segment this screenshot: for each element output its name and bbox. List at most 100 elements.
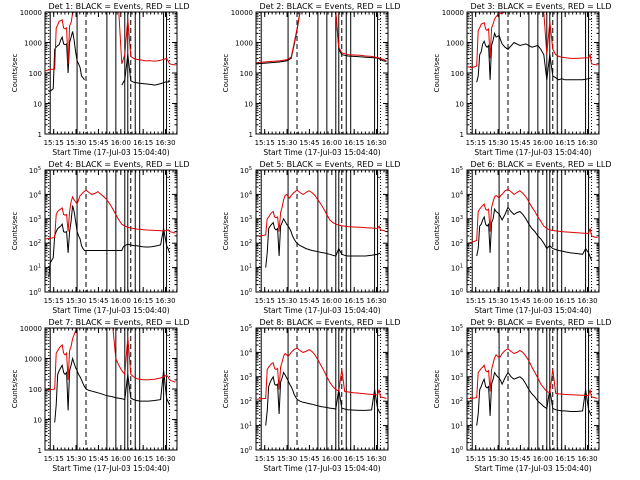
y-axis-label: Counts/sec <box>433 212 441 251</box>
series-line-lld <box>256 347 387 400</box>
x-tick-label: 15:30 <box>66 297 86 305</box>
x-tick-label: 16:15 <box>344 139 364 147</box>
x-tick-label: 15:45 <box>299 297 319 305</box>
x-tick-label: 16:00 <box>533 455 553 463</box>
axes-frame <box>44 169 178 293</box>
x-tick-label: 15:15 <box>44 297 64 305</box>
y-tick-label: 10000 <box>231 9 253 17</box>
chart-title: Det 9: BLACK = Events, RED = LLD <box>471 318 612 327</box>
x-tick-label: 15:30 <box>488 297 508 305</box>
x-tick-label: 16:00 <box>322 455 342 463</box>
y-tick-label: 105 <box>240 324 252 333</box>
y-tick-label: 101 <box>240 264 252 273</box>
x-tick-label: 16:30 <box>577 139 597 147</box>
x-tick-label: 15:15 <box>466 455 486 463</box>
chart-title: Det 5: BLACK = Events, RED = LLD <box>260 160 401 169</box>
plot-area <box>467 328 598 450</box>
x-tick-label: 16:15 <box>133 139 153 147</box>
series-line-lld <box>256 12 387 64</box>
x-tick-label: 15:30 <box>277 297 297 305</box>
axes-frame <box>255 169 389 293</box>
x-tick-label: 15:45 <box>88 139 108 147</box>
x-tick-label: 15:15 <box>44 139 64 147</box>
y-tick-label: 102 <box>451 397 463 406</box>
plot-area <box>256 328 387 450</box>
series-line-events <box>476 371 592 426</box>
y-tick-label: 103 <box>451 373 463 382</box>
x-tick-label: 16:15 <box>133 297 153 305</box>
chart-panel-4: Det 4: BLACK = Events, RED = LLD L 100 101 1… <box>11 160 189 315</box>
y-tick-label: 1000 <box>446 40 464 48</box>
flag-label: L <box>377 171 382 180</box>
plot-area <box>45 170 176 292</box>
y-tick-label: 101 <box>240 422 252 431</box>
y-axis-label: Counts/sec <box>222 54 230 93</box>
x-tick-label: 16:15 <box>555 297 575 305</box>
y-tick-label: 1 <box>249 131 253 139</box>
x-tick-label: 16:15 <box>555 139 575 147</box>
x-tick-label: 16:30 <box>577 297 597 305</box>
x-tick-label: 16:30 <box>155 455 175 463</box>
y-tick-label: 10 <box>33 101 42 109</box>
y-tick-label: 104 <box>451 190 463 199</box>
chart-panel-7: Det 7: BLACK = Events, RED = LLD L 1 10 100 1… <box>11 318 189 473</box>
axes-frame <box>255 327 389 451</box>
y-tick-label: 100 <box>240 288 252 297</box>
flag-label: L <box>166 171 171 180</box>
x-axis-label: Start Time (17-Jul-03 15:04:40) <box>52 306 169 315</box>
chart-title: Det 1: BLACK = Events, RED = LLD <box>49 2 190 11</box>
x-tick-label: 15:30 <box>66 455 86 463</box>
x-tick-label: 16:30 <box>366 455 386 463</box>
x-axis-label: Start Time (17-Jul-03 15:04:40) <box>474 148 591 157</box>
x-tick-label: 15:45 <box>510 455 530 463</box>
series-line-events <box>54 356 170 423</box>
plot-area <box>256 170 387 292</box>
plot-area <box>45 328 176 450</box>
x-tick-label: 15:15 <box>44 455 64 463</box>
x-tick-label: 16:15 <box>344 297 364 305</box>
x-tick-label: 15:15 <box>466 139 486 147</box>
x-axis-label: Start Time (17-Jul-03 15:04:40) <box>474 464 591 473</box>
y-tick-label: 1 <box>38 447 42 455</box>
x-tick-label: 15:30 <box>277 455 297 463</box>
chart-panel-9: Det 9: BLACK = Events, RED = LLD L 100 101 1… <box>433 318 611 473</box>
axes-frame <box>466 169 600 293</box>
series-line-events <box>476 31 592 83</box>
flag-label: L <box>377 13 382 22</box>
y-tick-label: 104 <box>29 190 41 199</box>
x-tick-label: 16:15 <box>133 455 153 463</box>
y-tick-label: 105 <box>451 324 463 333</box>
plot-area <box>256 12 387 134</box>
axes-frame <box>44 11 178 135</box>
chart-title: Det 7: BLACK = Events, RED = LLD <box>49 318 190 327</box>
x-axis-label: Start Time (17-Jul-03 15:04:40) <box>263 464 380 473</box>
y-tick-label: 101 <box>451 264 463 273</box>
x-tick-label: 15:15 <box>255 139 275 147</box>
x-axis-label: Start Time (17-Jul-03 15:04:40) <box>52 148 169 157</box>
y-tick-label: 10 <box>244 101 253 109</box>
y-tick-label: 102 <box>451 239 463 248</box>
y-axis-label: Counts/sec <box>11 212 19 251</box>
y-tick-label: 102 <box>240 397 252 406</box>
x-tick-label: 16:30 <box>366 297 386 305</box>
chart-title: Det 3: BLACK = Events, RED = LLD <box>471 2 612 11</box>
x-tick-label: 15:30 <box>66 139 86 147</box>
x-axis-label: Start Time (17-Jul-03 15:04:40) <box>474 306 591 315</box>
y-tick-label: 10 <box>455 101 464 109</box>
y-tick-label: 100 <box>240 446 252 455</box>
x-tick-label: 16:15 <box>344 455 364 463</box>
y-tick-label: 103 <box>240 215 252 224</box>
x-tick-label: 15:15 <box>255 455 275 463</box>
x-axis-label: Start Time (17-Jul-03 15:04:40) <box>52 464 169 473</box>
series-line-events <box>265 371 381 426</box>
x-tick-label: 15:45 <box>88 297 108 305</box>
x-tick-label: 15:30 <box>488 139 508 147</box>
x-tick-label: 16:30 <box>155 297 175 305</box>
y-axis-label: Counts/sec <box>11 54 19 93</box>
chart-title: Det 8: BLACK = Events, RED = LLD <box>260 318 401 327</box>
x-tick-label: 16:00 <box>111 139 131 147</box>
y-tick-label: 102 <box>240 239 252 248</box>
x-tick-label: 15:45 <box>299 139 319 147</box>
chart-panel-5: Det 5: BLACK = Events, RED = LLD L 100 101 1… <box>222 160 400 315</box>
